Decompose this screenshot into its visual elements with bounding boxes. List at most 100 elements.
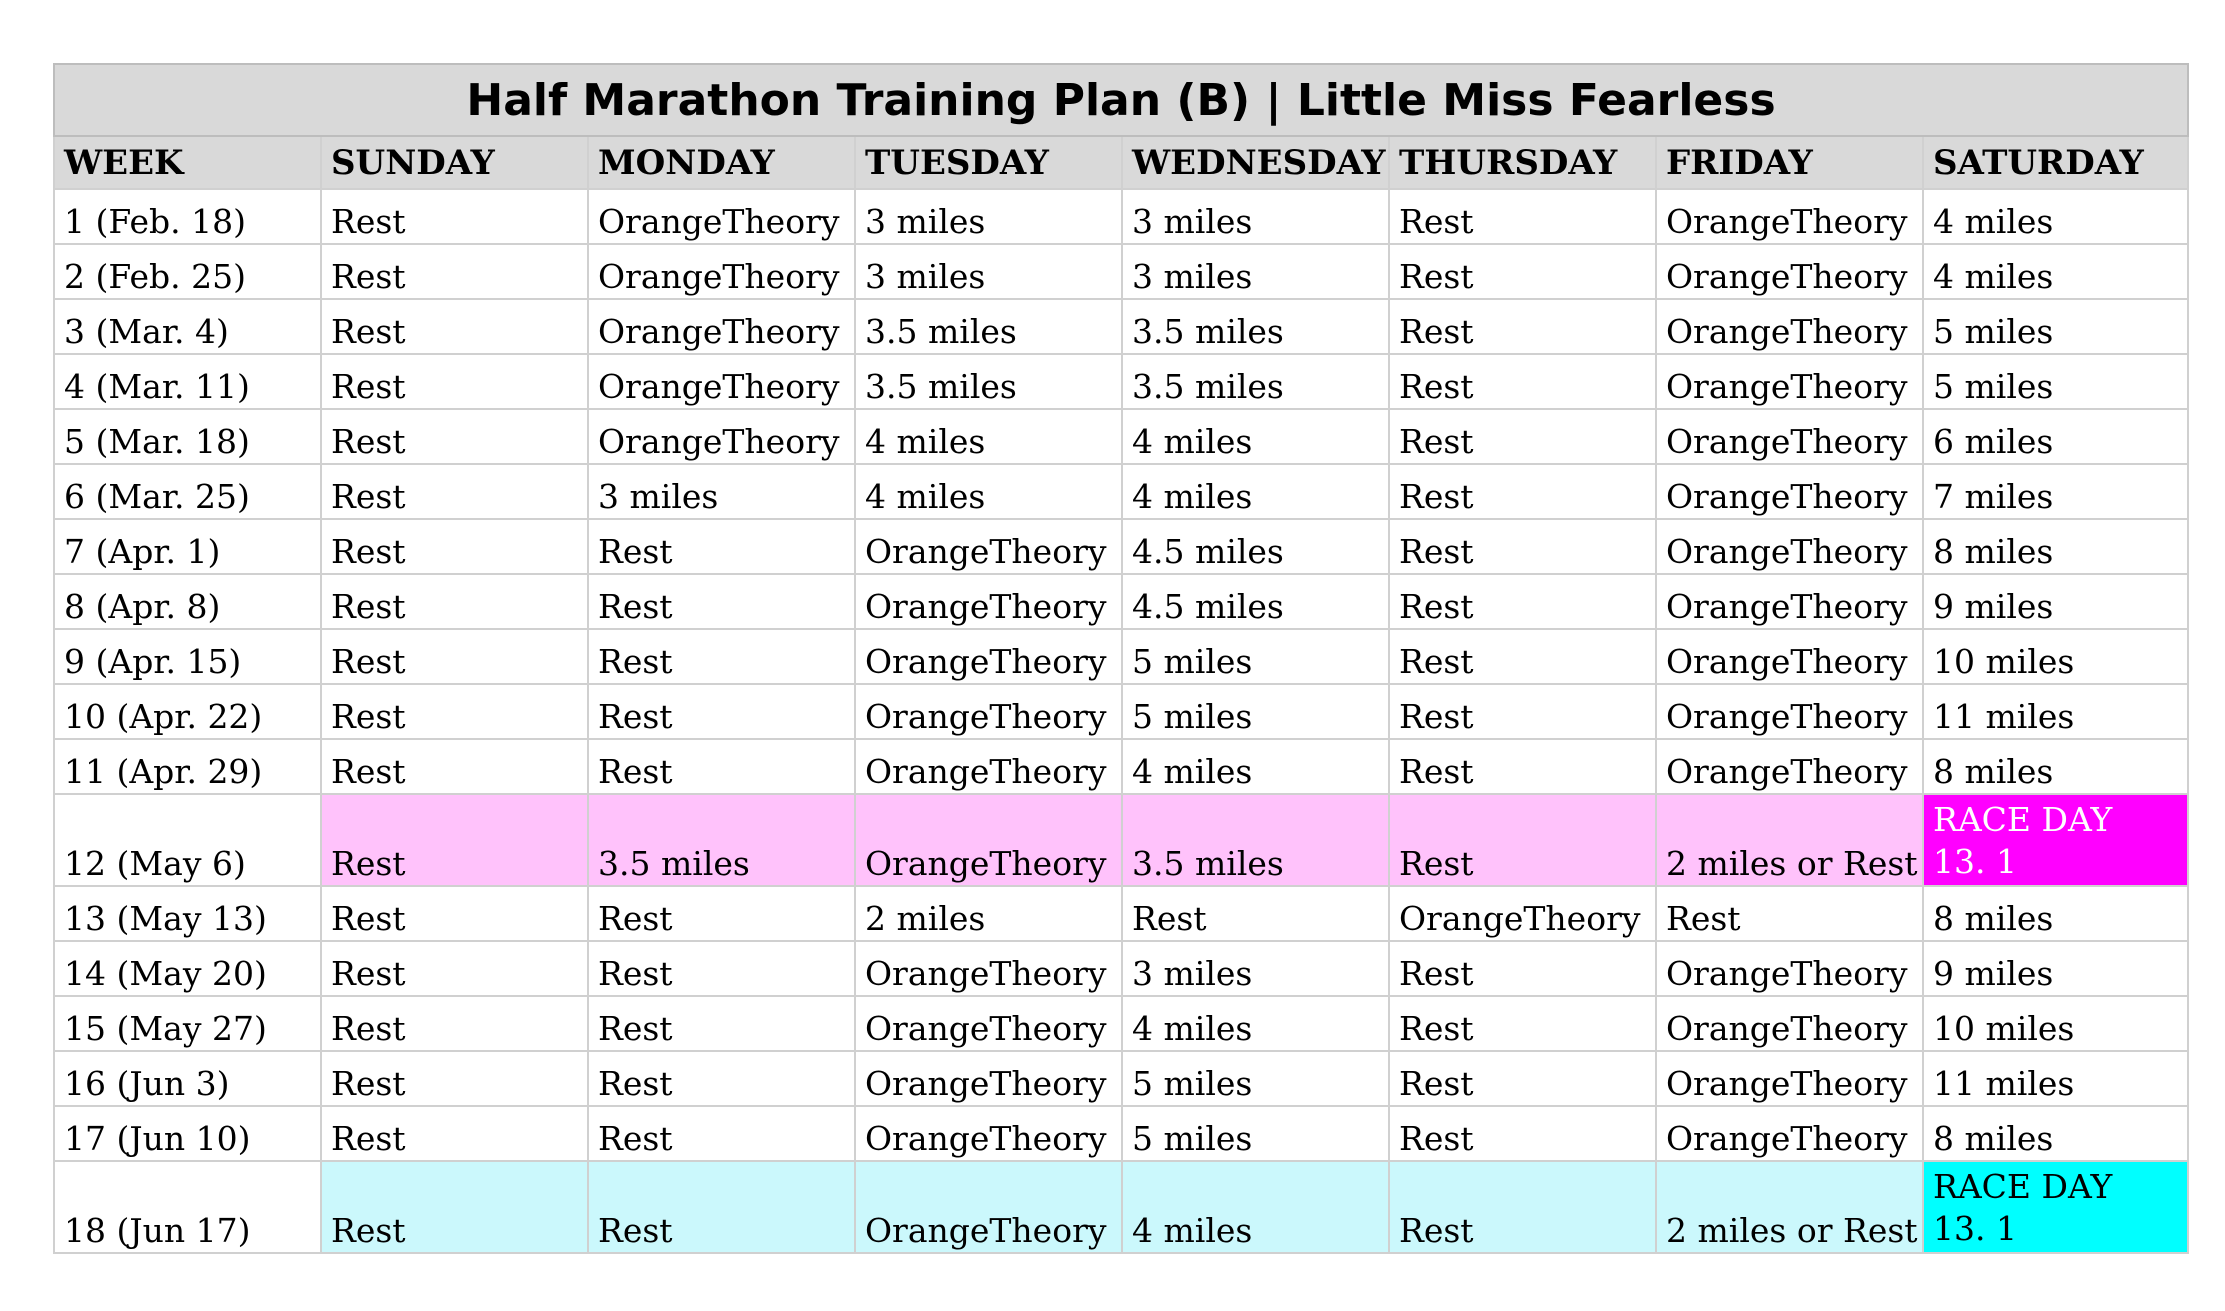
day-cell-friday: 2 miles or Rest: [1655, 793, 1924, 887]
day-cell-wednesday: 3.5 miles: [1121, 298, 1390, 355]
header-monday: MONDAY: [587, 135, 856, 190]
week-cell: 10 (Apr. 22): [53, 683, 322, 740]
day-cell-monday: OrangeTheory: [587, 353, 856, 410]
day-cell-wednesday: 4.5 miles: [1121, 573, 1390, 630]
week-cell: 16 (Jun 3): [53, 1050, 322, 1107]
day-cell-sunday: Rest: [320, 243, 589, 300]
header-week: WEEK: [53, 135, 322, 190]
day-cell-friday: OrangeTheory: [1655, 940, 1924, 997]
day-cell-wednesday: 3 miles: [1121, 243, 1390, 300]
day-cell-tuesday: OrangeTheory: [854, 995, 1123, 1052]
table-row: 7 (Apr. 1) Rest Rest OrangeTheory 4.5 miles R…: [53, 518, 2190, 575]
day-cell-sunday: Rest: [320, 885, 589, 942]
day-cell-monday: Rest: [587, 940, 856, 997]
day-cell-sunday: Rest: [320, 408, 589, 465]
day-cell-saturday: 7 miles: [1921, 463, 2190, 520]
table-row: 10 (Apr. 22) Rest Rest OrangeTheory 5 miles R…: [53, 683, 2190, 740]
table-row: 11 (Apr. 29) Rest Rest OrangeTheory 4 miles R…: [53, 738, 2190, 795]
header-tuesday: TUESDAY: [854, 135, 1123, 190]
day-cell-sunday: Rest: [320, 298, 589, 355]
day-cell-tuesday: 4 miles: [854, 463, 1123, 520]
day-cell-sunday: Rest: [320, 1105, 589, 1162]
day-cell-monday: Rest: [587, 1105, 856, 1162]
day-cell-tuesday: OrangeTheory: [854, 1160, 1123, 1254]
week-cell: 6 (Mar. 25): [53, 463, 322, 520]
table-row: 14 (May 20) Rest Rest OrangeTheory 3 miles Re…: [53, 940, 2190, 997]
day-cell-friday: OrangeTheory: [1655, 1050, 1924, 1107]
day-cell-saturday: 8 miles: [1921, 738, 2190, 795]
day-cell-tuesday: 3 miles: [854, 243, 1123, 300]
training-plan-table: Half Marathon Training Plan (B) | Little…: [52, 63, 2190, 1254]
table-row: 13 (May 13) Rest Rest 2 miles Rest OrangeTheo…: [53, 885, 2190, 942]
day-cell-monday: OrangeTheory: [587, 408, 856, 465]
race-day-label: RACE DAY: [1933, 1167, 2113, 1206]
day-cell-monday: Rest: [587, 1050, 856, 1107]
day-cell-saturday: 10 miles: [1921, 628, 2190, 685]
race-day-cell: RACE DAY 13. 1: [1921, 1160, 2190, 1254]
day-cell-sunday: Rest: [320, 995, 589, 1052]
day-cell-thursday: Rest: [1388, 518, 1657, 575]
day-cell-thursday: Rest: [1388, 298, 1657, 355]
day-cell-monday: Rest: [587, 1160, 856, 1254]
week-cell: 1 (Feb. 18): [53, 188, 322, 245]
race-day-distance: 13. 1: [1933, 1209, 2017, 1248]
race-week-row: 12 (May 6) Rest 3.5 miles OrangeTheory 3.5 m…: [53, 793, 2190, 887]
day-cell-friday: OrangeTheory: [1655, 518, 1924, 575]
table-row: 5 (Mar. 18) Rest OrangeTheory 4 miles 4 mile…: [53, 408, 2190, 465]
day-cell-friday: OrangeTheory: [1655, 738, 1924, 795]
day-cell-saturday: 8 miles: [1921, 1105, 2190, 1162]
day-cell-monday: Rest: [587, 518, 856, 575]
day-cell-monday: 3 miles: [587, 463, 856, 520]
day-cell-sunday: Rest: [320, 1050, 589, 1107]
day-cell-monday: Rest: [587, 995, 856, 1052]
day-cell-friday: OrangeTheory: [1655, 628, 1924, 685]
day-cell-wednesday: 4 miles: [1121, 738, 1390, 795]
day-cell-sunday: Rest: [320, 463, 589, 520]
day-cell-thursday: Rest: [1388, 1050, 1657, 1107]
table-row: 16 (Jun 3) Rest Rest OrangeTheory 5 miles Res…: [53, 1050, 2190, 1107]
week-cell: 7 (Apr. 1): [53, 518, 322, 575]
day-cell-thursday: Rest: [1388, 353, 1657, 410]
table-row: 8 (Apr. 8) Rest Rest OrangeTheory 4.5 miles R…: [53, 573, 2190, 630]
race-week-row: 18 (Jun 17) Rest Rest OrangeTheory 4 miles Re…: [53, 1160, 2190, 1254]
day-cell-sunday: Rest: [320, 793, 589, 887]
day-cell-saturday: 4 miles: [1921, 188, 2190, 245]
title-row: Half Marathon Training Plan (B) | Little…: [52, 63, 2190, 137]
race-day-distance: 13. 1: [1933, 842, 2017, 881]
day-cell-friday: OrangeTheory: [1655, 298, 1924, 355]
week-cell: 8 (Apr. 8): [53, 573, 322, 630]
day-cell-friday: 2 miles or Rest: [1655, 1160, 1924, 1254]
day-cell-monday: Rest: [587, 738, 856, 795]
day-cell-monday: Rest: [587, 628, 856, 685]
header-wednesday: WEDNESDAY: [1121, 135, 1390, 190]
day-cell-sunday: Rest: [320, 738, 589, 795]
day-cell-friday: OrangeTheory: [1655, 573, 1924, 630]
week-cell: 17 (Jun 10): [53, 1105, 322, 1162]
day-cell-thursday: Rest: [1388, 628, 1657, 685]
day-cell-wednesday: 4 miles: [1121, 995, 1390, 1052]
day-cell-saturday: 9 miles: [1921, 573, 2190, 630]
day-cell-saturday: 10 miles: [1921, 995, 2190, 1052]
day-cell-wednesday: 4 miles: [1121, 1160, 1390, 1254]
day-cell-sunday: Rest: [320, 683, 589, 740]
week-cell: 3 (Mar. 4): [53, 298, 322, 355]
day-cell-tuesday: 3 miles: [854, 188, 1123, 245]
day-cell-thursday: Rest: [1388, 408, 1657, 465]
day-cell-monday: 3.5 miles: [587, 793, 856, 887]
day-cell-tuesday: OrangeTheory: [854, 940, 1123, 997]
day-cell-wednesday: Rest: [1121, 885, 1390, 942]
day-cell-wednesday: 5 miles: [1121, 1050, 1390, 1107]
table-row: 2 (Feb. 25) Rest OrangeTheory 3 miles 3 mile…: [53, 243, 2190, 300]
day-cell-sunday: Rest: [320, 353, 589, 410]
week-cell: 5 (Mar. 18): [53, 408, 322, 465]
day-cell-friday: OrangeTheory: [1655, 408, 1924, 465]
table-row: 4 (Mar. 11) Rest OrangeTheory 3.5 miles 3.5 …: [53, 353, 2190, 410]
week-cell: 18 (Jun 17): [53, 1160, 322, 1254]
header-sunday: SUNDAY: [320, 135, 589, 190]
day-cell-tuesday: OrangeTheory: [854, 1050, 1123, 1107]
day-cell-wednesday: 3.5 miles: [1121, 793, 1390, 887]
day-cell-monday: OrangeTheory: [587, 188, 856, 245]
day-cell-friday: Rest: [1655, 885, 1924, 942]
day-cell-friday: OrangeTheory: [1655, 463, 1924, 520]
day-cell-friday: OrangeTheory: [1655, 243, 1924, 300]
